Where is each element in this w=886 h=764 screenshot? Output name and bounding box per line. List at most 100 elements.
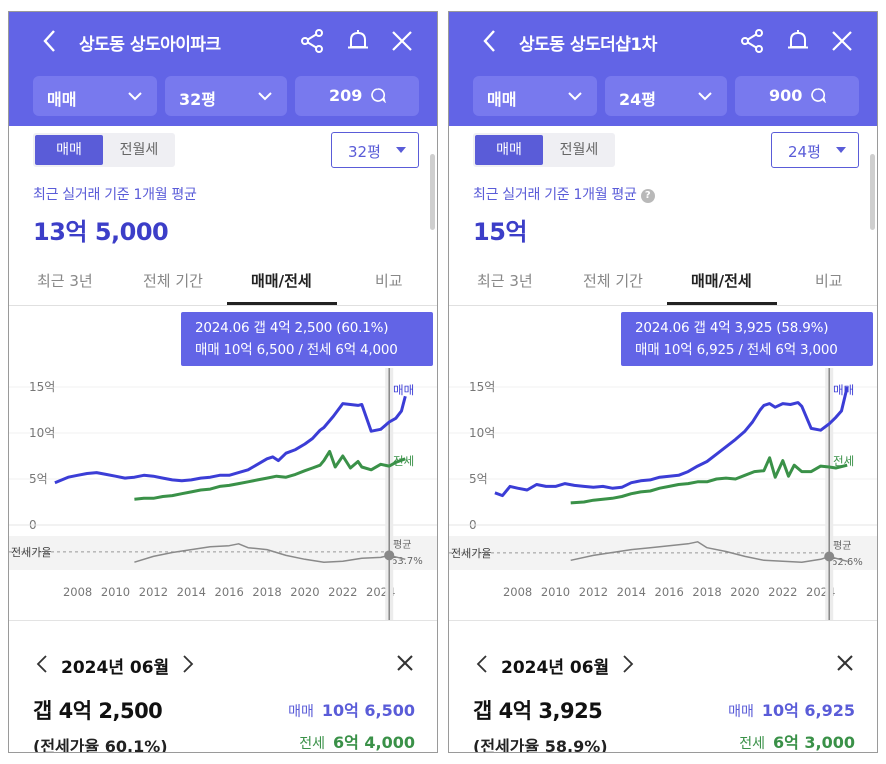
deal-type-value: 매매 — [487, 90, 517, 109]
close-icon[interactable] — [829, 28, 855, 54]
tab-sale-rent[interactable]: 매매/전세 — [251, 272, 312, 290]
scrollbar[interactable] — [870, 154, 875, 230]
avg-price-label-text: 최근 실거래 기준 1개월 평균 — [33, 187, 197, 203]
share-icon[interactable] — [739, 28, 765, 54]
active-tab-underline — [227, 302, 337, 305]
ratio-band — [9, 536, 437, 570]
back-chevron-icon[interactable] — [39, 26, 61, 56]
x-tick-label: 2012 — [579, 585, 608, 599]
x-tick-label: 2008 — [63, 585, 92, 599]
size-dropdown[interactable]: 32평 — [331, 132, 419, 168]
tab-all-period[interactable]: 전체 기간 — [143, 272, 203, 290]
panel-header: 상도동 상도더샵1차 매매 24평 900 — [449, 12, 877, 126]
prev-month-icon[interactable] — [475, 653, 489, 675]
cursor-ratio-marker — [824, 551, 835, 562]
chart-tooltip: 2024.06 갭 4억 3,925 (58.9%) 매매 10억 6,925 … — [621, 312, 873, 366]
ratio-average-label: 평균 — [833, 540, 851, 552]
y-tick-label: 10억 — [469, 426, 495, 440]
bell-icon[interactable] — [785, 28, 811, 54]
jeonse-ratio-line — [570, 541, 848, 563]
deal-toggle: 매매 전월세 — [473, 133, 615, 167]
comment-count-button[interactable]: 900 — [735, 76, 859, 116]
x-tick-label: 2018 — [252, 585, 281, 599]
tooltip-line-1: 2024.06 갭 4억 3,925 (58.9%) — [635, 320, 829, 336]
deal-type-select[interactable]: 매매 — [33, 76, 157, 116]
y-tick-label: 10억 — [29, 426, 55, 440]
x-tick-label: 2020 — [730, 585, 759, 599]
close-icon[interactable] — [389, 28, 415, 54]
close-icon[interactable] — [835, 653, 855, 673]
comment-count-value: 209 — [329, 86, 363, 105]
sale-price-line — [494, 386, 849, 498]
size-select[interactable]: 24평 — [605, 76, 727, 116]
detail-month: 2024년 06월 — [61, 658, 170, 678]
tab-all-period[interactable]: 전체 기간 — [583, 272, 643, 290]
share-icon[interactable] — [299, 28, 325, 54]
tooltip-line-2: 매매 10억 6,500 / 전세 6억 4,000 — [195, 342, 398, 358]
deal-type-value: 매매 — [47, 90, 77, 109]
size-select[interactable]: 32평 — [165, 76, 287, 116]
series-label-sale: 매매 — [393, 383, 414, 397]
size-dropdown-value: 32평 — [348, 143, 381, 161]
size-dropdown[interactable]: 24평 — [771, 132, 859, 168]
detail-rent-value: 6억 4,000 — [332, 733, 415, 752]
deal-type-select[interactable]: 매매 — [473, 76, 597, 116]
help-icon[interactable]: ? — [640, 189, 655, 203]
x-tick-label: 2016 — [655, 585, 684, 599]
x-tick-label: 2010 — [101, 585, 130, 599]
apartment-title: 상도동 상도더샵1차 — [519, 35, 657, 55]
next-month-icon[interactable] — [181, 653, 195, 675]
detail-sale: 매매 10억 6,500 — [288, 697, 415, 721]
ratio-average-value: 62.6% — [831, 557, 863, 568]
bell-icon[interactable] — [345, 28, 371, 54]
detail-gap: 갭 4억 2,500 — [33, 699, 163, 723]
sale-price-line — [54, 395, 407, 485]
comment-count-value: 900 — [769, 86, 803, 105]
prev-month-icon[interactable] — [35, 653, 49, 675]
panel-header: 상도동 상도아이파크 매매 32평 209 — [9, 12, 437, 126]
x-tick-label: 2012 — [139, 585, 168, 599]
chart-tooltip: 2024.06 갭 4억 2,500 (60.1%) 매매 10억 6,500 … — [181, 312, 433, 366]
size-value: 24평 — [619, 90, 656, 109]
price-chart[interactable]: 0 5억 10억 15억 전세가율 평균 62.6% 2008 2010 2012 2014 2016… — [449, 308, 877, 620]
tab-sale-rent[interactable]: 매매/전세 — [691, 272, 752, 290]
tab-compare[interactable]: 비교 — [375, 272, 403, 290]
size-value: 32평 — [179, 90, 216, 109]
next-month-icon[interactable] — [621, 653, 635, 675]
series-label-sale: 매매 — [833, 383, 854, 397]
series-label-rent: 전세 — [393, 454, 414, 468]
x-tick-label: 2022 — [768, 585, 797, 599]
detail-month: 2024년 06월 — [501, 658, 610, 678]
comment-count: 900 — [769, 86, 827, 105]
comment-count-button[interactable]: 209 — [295, 76, 419, 116]
series-label-rent: 전세 — [833, 454, 854, 468]
detail-rent: 전세 6억 3,000 — [739, 729, 855, 752]
tooltip-line-1: 2024.06 갭 4억 2,500 (60.1%) — [195, 320, 389, 336]
toggle-sale[interactable]: 매매 — [35, 135, 103, 165]
x-tick-label: 2010 — [541, 585, 570, 599]
tab-recent-3y[interactable]: 최근 3년 — [37, 272, 93, 290]
detail-card: 2024년 06월 갭 4억 3,925 (전세가율 58.9%) 매매 10억 … — [449, 620, 877, 752]
ratio-band — [449, 536, 877, 570]
toggle-rent[interactable]: 전월세 — [559, 142, 599, 158]
tab-compare[interactable]: 비교 — [815, 272, 843, 290]
chevron-down-icon — [127, 88, 143, 104]
price-chart[interactable]: 0 5억 10억 15억 전세가율 평균 63.7% 2008 2010 2012 2014 2016… — [9, 308, 437, 620]
y-tick-label: 15억 — [29, 380, 55, 394]
toggle-sale[interactable]: 매매 — [475, 135, 543, 165]
back-chevron-icon[interactable] — [479, 26, 501, 56]
tab-recent-3y[interactable]: 최근 3년 — [477, 272, 533, 290]
chevron-down-icon — [257, 88, 273, 104]
detail-sale-value: 10억 6,925 — [761, 701, 855, 720]
detail-rent-value: 6억 3,000 — [772, 733, 855, 752]
cursor-ratio-marker — [384, 550, 395, 561]
close-icon[interactable] — [395, 653, 415, 673]
avg-price-value: 15억 — [473, 218, 527, 246]
speech-bubble-icon — [371, 88, 387, 104]
period-tabs: 최근 3년 전체 기간 매매/전세 비교 — [449, 262, 877, 306]
scrollbar[interactable] — [430, 154, 435, 230]
detail-sale-label: 매매 — [728, 704, 754, 720]
toggle-rent[interactable]: 전월세 — [119, 142, 159, 158]
ratio-average-value: 63.7% — [391, 556, 423, 567]
